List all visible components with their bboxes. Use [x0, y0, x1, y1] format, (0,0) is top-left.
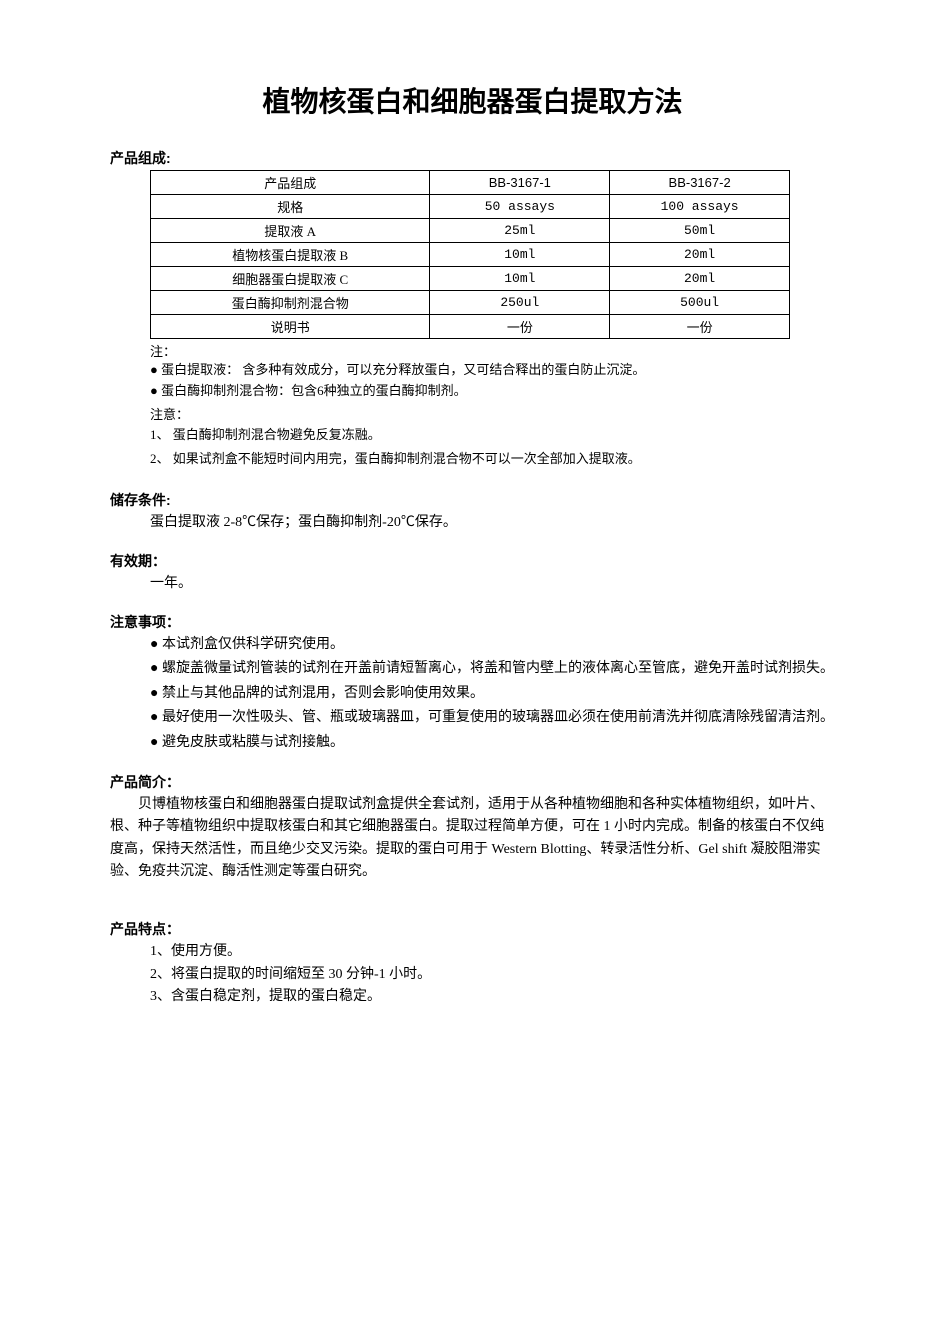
- section-heading-storage: 储存条件:: [110, 490, 835, 510]
- table-header-row: 产品组成 BB-3167-1 BB-3167-2: [151, 171, 790, 195]
- table-cell: 一份: [610, 315, 790, 339]
- section-heading-precautions: 注意事项：: [110, 612, 835, 632]
- table-cell: 50 assays: [430, 195, 610, 219]
- precaution-item: ● 本试剂盒仅供科学研究使用。: [170, 634, 835, 656]
- table-cell: 250ul: [430, 291, 610, 315]
- table-cell: 一份: [430, 315, 610, 339]
- table-cell: 植物核蛋白提取液 B: [151, 243, 430, 267]
- table-cell: 说明书: [151, 315, 430, 339]
- table-cell: 25ml: [430, 219, 610, 243]
- table-cell: 规格: [151, 195, 430, 219]
- table-cell: 10ml: [430, 267, 610, 291]
- feature-item: 2、将蛋白提取的时间缩短至 30 分钟-1 小时。: [150, 964, 835, 986]
- note-item: ● 蛋白酶抑制剂混合物：包含6种独立的蛋白酶抑制剂。: [150, 381, 835, 402]
- composition-table: 产品组成 BB-3167-1 BB-3167-2 规格 50 assays 10…: [150, 170, 790, 339]
- table-row: 说明书 一份 一份: [151, 315, 790, 339]
- table-cell: 细胞器蛋白提取液 C: [151, 267, 430, 291]
- warn-label: 注意：: [150, 404, 835, 423]
- table-cell: 提取液 A: [151, 219, 430, 243]
- table-cell: 20ml: [610, 243, 790, 267]
- section-heading-features: 产品特点：: [110, 919, 835, 939]
- table-cell: 10ml: [430, 243, 610, 267]
- table-cell: 50ml: [610, 219, 790, 243]
- expiry-text: 一年。: [150, 573, 835, 594]
- precaution-item: ● 螺旋盖微量试剂管装的试剂在开盖前请短暂离心，将盖和管内壁上的液体离心至管底，…: [170, 658, 835, 680]
- table-row: 细胞器蛋白提取液 C 10ml 20ml: [151, 267, 790, 291]
- warn-item: 1、 蛋白酶抑制剂混合物避免反复冻融。: [150, 423, 835, 448]
- section-heading-intro: 产品简介：: [110, 772, 835, 792]
- note-label: 注：: [150, 341, 835, 360]
- feature-item: 1、使用方便。: [150, 941, 835, 963]
- feature-item: 3、含蛋白稳定剂，提取的蛋白稳定。: [150, 986, 835, 1008]
- precaution-item: ● 避免皮肤或粘膜与试剂接触。: [170, 732, 835, 754]
- precaution-item: ● 最好使用一次性吸头、管、瓶或玻璃器皿，可重复使用的玻璃器皿必须在使用前清洗并…: [170, 707, 835, 729]
- table-row: 蛋白酶抑制剂混合物 250ul 500ul: [151, 291, 790, 315]
- table-header: 产品组成: [151, 171, 430, 195]
- table-cell: 100 assays: [610, 195, 790, 219]
- table-cell: 500ul: [610, 291, 790, 315]
- table-row: 植物核蛋白提取液 B 10ml 20ml: [151, 243, 790, 267]
- section-heading-expiry: 有效期：: [110, 551, 835, 571]
- table-cell: 20ml: [610, 267, 790, 291]
- table-header: BB-3167-2: [610, 171, 790, 195]
- note-item: ● 蛋白提取液： 含多种有效成分，可以充分释放蛋白，又可结合释出的蛋白防止沉淀。: [150, 360, 835, 381]
- page-title: 植物核蛋白和细胞器蛋白提取方法: [110, 80, 835, 120]
- table-header: BB-3167-1: [430, 171, 610, 195]
- table-row: 规格 50 assays 100 assays: [151, 195, 790, 219]
- warn-item: 2、 如果试剂盒不能短时间内用完，蛋白酶抑制剂混合物不可以一次全部加入提取液。: [150, 447, 835, 472]
- table-row: 提取液 A 25ml 50ml: [151, 219, 790, 243]
- section-heading-composition: 产品组成:: [110, 148, 835, 168]
- storage-text: 蛋白提取液 2-8℃保存；蛋白酶抑制剂-20℃保存。: [150, 512, 835, 533]
- intro-text: 贝博植物核蛋白和细胞器蛋白提取试剂盒提供全套试剂，适用于从各种植物细胞和各种实体…: [110, 794, 835, 884]
- precaution-item: ● 禁止与其他品牌的试剂混用，否则会影响使用效果。: [170, 683, 835, 705]
- table-cell: 蛋白酶抑制剂混合物: [151, 291, 430, 315]
